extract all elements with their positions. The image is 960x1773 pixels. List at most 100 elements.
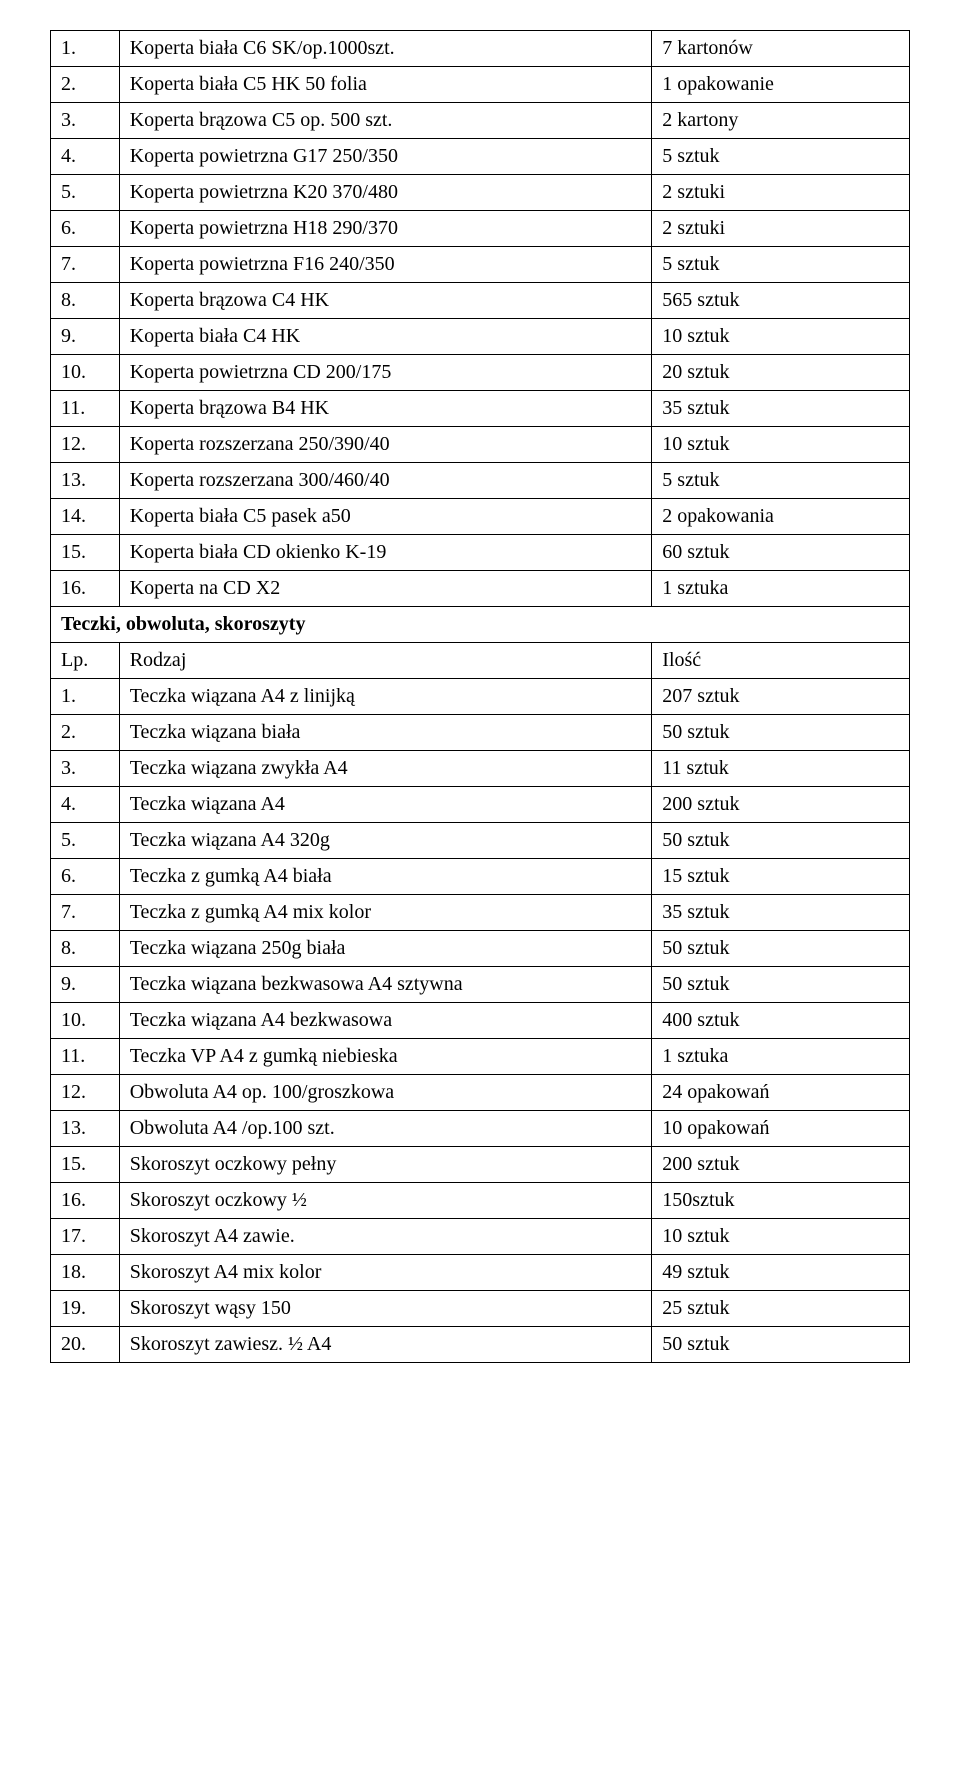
row-name: Koperta powietrzna CD 200/175 <box>119 355 652 391</box>
row-qty: 200 sztuk <box>652 787 910 823</box>
row-qty: 50 sztuk <box>652 715 910 751</box>
row-number: Lp. <box>51 643 120 679</box>
row-name: Obwoluta A4 /op.100 szt. <box>119 1111 652 1147</box>
row-qty: 50 sztuk <box>652 823 910 859</box>
row-name: Koperta biała C5 HK 50 folia <box>119 67 652 103</box>
row-qty: 2 opakowania <box>652 499 910 535</box>
row-number: 14. <box>51 499 120 535</box>
table-row: 2.Koperta biała C5 HK 50 folia1 opakowan… <box>51 67 910 103</box>
row-number: 6. <box>51 211 120 247</box>
row-name: Teczka wiązana A4 bezkwasowa <box>119 1003 652 1039</box>
row-qty: 1 sztuka <box>652 1039 910 1075</box>
row-number: 1. <box>51 31 120 67</box>
table-row: 18.Skoroszyt A4 mix kolor49 sztuk <box>51 1255 910 1291</box>
row-name: Teczka wiązana biała <box>119 715 652 751</box>
row-name: Koperta brązowa C5 op. 500 szt. <box>119 103 652 139</box>
table-row: 13.Obwoluta A4 /op.100 szt.10 opakowań <box>51 1111 910 1147</box>
row-qty: 10 sztuk <box>652 427 910 463</box>
row-number: 13. <box>51 1111 120 1147</box>
row-number: 12. <box>51 427 120 463</box>
row-number: 15. <box>51 1147 120 1183</box>
row-number: 11. <box>51 391 120 427</box>
row-qty: 15 sztuk <box>652 859 910 895</box>
row-name: Koperta powietrzna H18 290/370 <box>119 211 652 247</box>
row-name: Skoroszyt A4 zawie. <box>119 1219 652 1255</box>
row-number: 3. <box>51 751 120 787</box>
row-qty: 2 sztuki <box>652 175 910 211</box>
table-row: 4.Teczka wiązana A4200 sztuk <box>51 787 910 823</box>
row-qty: 24 opakowań <box>652 1075 910 1111</box>
row-qty: 2 sztuki <box>652 211 910 247</box>
row-number: 1. <box>51 679 120 715</box>
row-number: 6. <box>51 859 120 895</box>
row-number: 19. <box>51 1291 120 1327</box>
row-qty: 50 sztuk <box>652 1327 910 1363</box>
table-row: 4.Koperta powietrzna G17 250/3505 sztuk <box>51 139 910 175</box>
table-row: 10.Teczka wiązana A4 bezkwasowa400 sztuk <box>51 1003 910 1039</box>
row-name: Skoroszyt zawiesz. ½ A4 <box>119 1327 652 1363</box>
row-number: 8. <box>51 283 120 319</box>
row-name: Skoroszyt A4 mix kolor <box>119 1255 652 1291</box>
table-row: 8.Teczka wiązana 250g biała50 sztuk <box>51 931 910 967</box>
row-qty: 11 sztuk <box>652 751 910 787</box>
row-qty: 200 sztuk <box>652 1147 910 1183</box>
table-row: 16.Skoroszyt oczkowy ½150sztuk <box>51 1183 910 1219</box>
document-table: 1.Koperta biała C6 SK/op.1000szt.7 karto… <box>50 30 910 1363</box>
row-qty: 1 sztuka <box>652 571 910 607</box>
row-name: Obwoluta A4 op. 100/groszkowa <box>119 1075 652 1111</box>
row-number: 7. <box>51 895 120 931</box>
section-title-row: Teczki, obwoluta, skoroszyty <box>51 607 910 643</box>
table-row: 1.Koperta biała C6 SK/op.1000szt.7 karto… <box>51 31 910 67</box>
row-name: Teczka wiązana A4 z linijką <box>119 679 652 715</box>
row-qty: 5 sztuk <box>652 139 910 175</box>
row-qty: Ilość <box>652 643 910 679</box>
row-name: Koperta rozszerzana 250/390/40 <box>119 427 652 463</box>
row-number: 18. <box>51 1255 120 1291</box>
row-number: 7. <box>51 247 120 283</box>
row-qty: 20 sztuk <box>652 355 910 391</box>
table-row: 9.Koperta biała C4 HK10 sztuk <box>51 319 910 355</box>
row-qty: 49 sztuk <box>652 1255 910 1291</box>
row-number: 9. <box>51 967 120 1003</box>
table-row: 7.Teczka z gumką A4 mix kolor35 sztuk <box>51 895 910 931</box>
table-row: 15.Koperta biała CD okienko K-1960 sztuk <box>51 535 910 571</box>
row-name: Teczka wiązana A4 <box>119 787 652 823</box>
row-name: Koperta powietrzna G17 250/350 <box>119 139 652 175</box>
row-qty: 1 opakowanie <box>652 67 910 103</box>
table-row: 14.Koperta biała C5 pasek a502 opakowani… <box>51 499 910 535</box>
row-name: Teczka wiązana zwykła A4 <box>119 751 652 787</box>
row-number: 16. <box>51 571 120 607</box>
table-row: 11.Koperta brązowa B4 HK35 sztuk <box>51 391 910 427</box>
table-row: 3.Teczka wiązana zwykła A411 sztuk <box>51 751 910 787</box>
row-qty: 10 sztuk <box>652 1219 910 1255</box>
row-number: 2. <box>51 67 120 103</box>
row-name: Koperta rozszerzana 300/460/40 <box>119 463 652 499</box>
section-title: Teczki, obwoluta, skoroszyty <box>51 607 910 643</box>
table-row: 11.Teczka VP A4 z gumką niebieska1 sztuk… <box>51 1039 910 1075</box>
row-number: 5. <box>51 175 120 211</box>
row-name: Teczka VP A4 z gumką niebieska <box>119 1039 652 1075</box>
row-name: Rodzaj <box>119 643 652 679</box>
row-qty: 5 sztuk <box>652 247 910 283</box>
row-qty: 60 sztuk <box>652 535 910 571</box>
table-row: 8.Koperta brązowa C4 HK565 sztuk <box>51 283 910 319</box>
row-number: 10. <box>51 355 120 391</box>
row-qty: 35 sztuk <box>652 895 910 931</box>
table-row: 15.Skoroszyt oczkowy pełny200 sztuk <box>51 1147 910 1183</box>
table-row: 5.Teczka wiązana A4 320g50 sztuk <box>51 823 910 859</box>
row-qty: 10 sztuk <box>652 319 910 355</box>
row-name: Teczka z gumką A4 biała <box>119 859 652 895</box>
row-qty: 565 sztuk <box>652 283 910 319</box>
row-number: 17. <box>51 1219 120 1255</box>
row-qty: 400 sztuk <box>652 1003 910 1039</box>
row-qty: 207 sztuk <box>652 679 910 715</box>
row-name: Teczka z gumką A4 mix kolor <box>119 895 652 931</box>
row-name: Teczka wiązana A4 320g <box>119 823 652 859</box>
row-number: 4. <box>51 787 120 823</box>
table-row: 6.Teczka z gumką A4 biała15 sztuk <box>51 859 910 895</box>
row-number: 8. <box>51 931 120 967</box>
table-row: 20.Skoroszyt zawiesz. ½ A450 sztuk <box>51 1327 910 1363</box>
row-name: Teczka wiązana 250g biała <box>119 931 652 967</box>
row-name: Koperta biała C6 SK/op.1000szt. <box>119 31 652 67</box>
table-row: Lp.RodzajIlość <box>51 643 910 679</box>
